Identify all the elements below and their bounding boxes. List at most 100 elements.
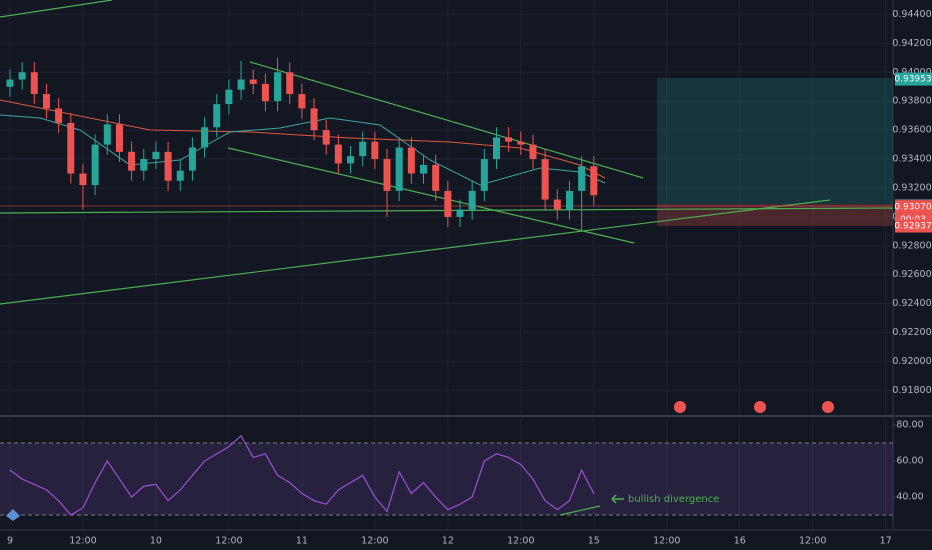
candle-body (152, 151, 160, 160)
event-icon[interactable] (822, 401, 834, 413)
rsi-tick-label: 60.00 (896, 456, 923, 467)
candle-body (407, 147, 415, 174)
candle-body (505, 137, 513, 142)
x-tick-label: 10 (150, 536, 162, 547)
price-tag (895, 72, 932, 86)
candle-body (225, 89, 233, 105)
price-tag-label: 0.93070 (894, 202, 931, 212)
candle-body (359, 141, 367, 157)
candle-body (164, 151, 172, 181)
trend-line (0, 199, 831, 305)
candle-body (128, 151, 136, 171)
candle-body (274, 72, 282, 102)
x-tick-label: 12:00 (507, 536, 534, 547)
candle-body (322, 130, 330, 145)
candle-body (565, 190, 573, 210)
x-tick-label: 12:00 (799, 536, 826, 547)
candle-body (298, 93, 306, 109)
candle-body (18, 72, 26, 80)
trend-line (227, 147, 635, 244)
grid (0, 0, 893, 530)
candle-body (176, 170, 184, 181)
candle-body (249, 79, 257, 84)
candle-body (213, 104, 221, 128)
price-tag (895, 219, 932, 233)
moving-average-slow (0, 99, 606, 179)
moving-average-fast (0, 114, 606, 186)
price-tag-label: 0.93953 (894, 75, 931, 85)
candle-body (79, 173, 87, 186)
target-zone (657, 78, 893, 204)
event-icon[interactable] (674, 401, 686, 413)
candle-body (286, 72, 294, 94)
candle-body (188, 147, 196, 171)
candle-body (492, 137, 500, 160)
logo[interactable] (6, 509, 20, 521)
candle-body (395, 147, 403, 191)
x-tick-label: 9 (7, 536, 13, 547)
candle-body (261, 83, 269, 102)
candle-body (310, 108, 318, 131)
x-tick-label: 12 (442, 536, 454, 547)
y-tick-label: 0.94000 (892, 67, 931, 78)
y-tick-label: 0.93400 (892, 154, 931, 165)
candles (6, 57, 598, 232)
rsi-band (0, 443, 893, 516)
candle-body (383, 159, 391, 191)
price-tag-label: 0.92937 (894, 222, 931, 232)
candle-body (201, 127, 209, 148)
x-tick-label: 11 (296, 536, 308, 547)
candle-body (334, 144, 342, 164)
rsi-pane: 80.00 60.00 40.00 (0, 420, 924, 516)
candle-body (468, 190, 476, 210)
price-tag (895, 200, 932, 214)
rsi-tick-label: 40.00 (896, 492, 923, 503)
rsi-tick-label: 80.00 (896, 420, 923, 431)
event-icons (674, 401, 834, 413)
candle-body (67, 122, 75, 174)
x-tick-label: 12:00 (215, 536, 242, 547)
candle-body (42, 93, 50, 109)
candle-body (590, 166, 598, 196)
candle-body (371, 141, 379, 160)
candle-body (578, 166, 586, 191)
y-tick-label: 0.92400 (892, 298, 931, 309)
candle-body (140, 159, 148, 171)
candle-body (420, 164, 428, 174)
candle-body (444, 190, 452, 217)
x-tick-label: 12:00 (361, 536, 388, 547)
candle-body (456, 209, 464, 217)
x-tick-label: 12:00 (69, 536, 96, 547)
candle-body (55, 108, 63, 123)
x-tick-label: 15 (588, 536, 600, 547)
candle-body (347, 156, 355, 164)
y-tick-label: 0.94400 (892, 9, 931, 20)
y-tick-label: 0.91800 (892, 385, 931, 396)
y-tick-label: 0.93600 (892, 125, 931, 136)
candle-body (517, 141, 525, 145)
rsi-line (9, 434, 595, 516)
candle-body (541, 159, 549, 200)
y-tick-label: 0.92800 (892, 240, 931, 251)
x-tick-label: 12:00 (653, 536, 680, 547)
x-tick-label: 17 (880, 536, 892, 547)
candle-body (91, 144, 99, 186)
annotation: bullish divergence (628, 494, 719, 505)
y-tick-label: 0.93800 (892, 96, 931, 107)
candle-body (237, 79, 245, 90)
y-tick-label: 0.92200 (892, 327, 931, 338)
y-tick-label: 0.92600 (892, 269, 931, 280)
event-icon[interactable] (754, 401, 766, 413)
trend-line (249, 61, 644, 179)
candle-body (30, 72, 38, 94)
candle-body (529, 144, 537, 160)
arrow (611, 494, 624, 504)
divergence-line (559, 505, 601, 516)
y-tick-label: 0.94200 (892, 38, 931, 49)
candle-body (115, 124, 123, 152)
candle-body (432, 164, 440, 191)
candle-body (6, 79, 14, 87)
trend-line (0, 0, 113, 18)
